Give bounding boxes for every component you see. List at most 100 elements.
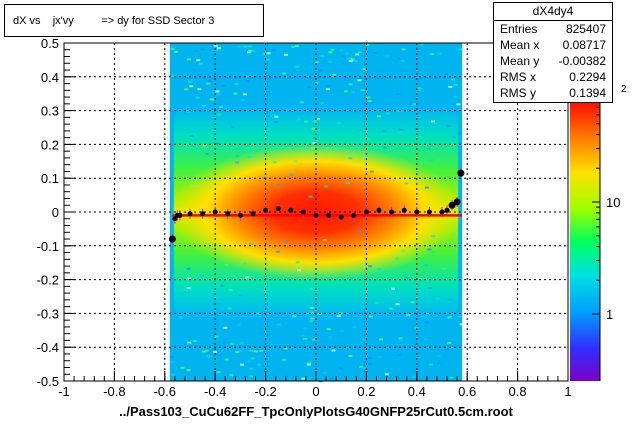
- heatmap-cell: [363, 367, 368, 370]
- heatmap-cell: [394, 257, 399, 260]
- heatmap-cell: [294, 44, 299, 47]
- heatmap-cell: [429, 53, 434, 56]
- heatmap-cell: [398, 128, 403, 131]
- profile-point: [275, 206, 281, 212]
- heatmap-cell: [424, 186, 429, 189]
- heatmap-cell: [398, 337, 403, 340]
- heatmap-cell: [336, 315, 341, 318]
- z-exponent-label: 2: [621, 84, 627, 95]
- x-tick-label: -0.6: [154, 384, 176, 399]
- heatmap-cell: [229, 45, 234, 48]
- heatmap-cell: [412, 375, 417, 378]
- heatmap-cell: [198, 62, 203, 65]
- heatmap-cell: [415, 326, 420, 329]
- heatmap-cell: [217, 75, 222, 78]
- heatmap-cell: [306, 377, 311, 380]
- heatmap-cell: [187, 341, 192, 344]
- profile-point: [414, 209, 420, 215]
- heatmap-cell: [379, 338, 384, 341]
- heatmap-cell: [205, 153, 210, 156]
- heatmap-cell: [197, 73, 202, 76]
- heatmap-cell: [213, 44, 218, 47]
- heatmap-cell: [261, 53, 266, 56]
- heatmap-cell: [249, 364, 254, 367]
- heatmap-cell: [372, 52, 377, 55]
- stats-label: RMS x: [500, 70, 536, 84]
- heatmap-cell: [246, 360, 251, 363]
- heatmap-cell: [265, 58, 270, 61]
- heatmap-cell: [229, 373, 234, 376]
- heatmap-cell: [377, 356, 382, 359]
- heatmap-cell: [377, 268, 382, 271]
- heatmap-cell: [437, 52, 442, 55]
- heatmap-cell: [282, 358, 287, 361]
- color-scale-bar: [570, 103, 600, 381]
- heatmap-cell: [262, 176, 267, 179]
- heatmap-cell: [315, 118, 320, 121]
- heatmap-cell: [391, 65, 396, 68]
- y-tick-label: 0.2: [41, 137, 59, 152]
- heatmap-cell: [389, 307, 394, 310]
- heatmap-cell: [339, 330, 344, 333]
- z-tick-label: 10: [606, 195, 620, 210]
- x-axis-title: ../Pass103_CuCu62FF_TpcOnlyPlotsG40GNFP2…: [119, 404, 513, 419]
- heatmap-cell: [419, 280, 424, 283]
- heatmap-cell: [248, 45, 253, 48]
- heatmap-cell: [220, 284, 225, 287]
- z-tick-label: 1: [606, 307, 613, 322]
- heatmap-cell: [266, 52, 271, 55]
- heatmap-cell: [448, 346, 453, 349]
- heatmap-cell: [423, 264, 428, 267]
- heatmap-cell: [396, 93, 401, 96]
- heatmap-cell: [330, 343, 335, 346]
- heatmap-cell: [395, 303, 400, 306]
- stats-value: 0.2294: [569, 70, 606, 84]
- heatmap-cell: [446, 124, 451, 127]
- heatmap-cell: [283, 347, 288, 350]
- heatmap-cell: [431, 120, 436, 123]
- heatmap-cell: [212, 296, 217, 299]
- heatmap-cell: [325, 88, 330, 91]
- heatmap-cell: [447, 341, 452, 344]
- heatmap-cell: [309, 306, 314, 309]
- heatmap-cell: [435, 89, 440, 92]
- stats-label: Mean y: [500, 54, 540, 68]
- heatmap-cell: [249, 375, 254, 378]
- heatmap-cell: [188, 80, 193, 83]
- axes: -1 -0.8 -0.6 -0.4 -0.2 0 0.2 0.4 0.6 0.8 1 -0.5 -0.4…: [37, 36, 572, 399]
- heatmap-cell: [307, 85, 312, 88]
- heatmap-cell: [353, 60, 358, 63]
- heatmap-cell: [369, 170, 374, 173]
- heatmap-cell: [283, 241, 288, 244]
- heatmap-cell: [319, 69, 324, 72]
- heatmap-cell: [295, 65, 300, 68]
- heatmap-cell: [366, 137, 371, 140]
- heatmap-cell: [312, 338, 317, 341]
- heatmap-cell: [307, 361, 312, 364]
- heatmap-cell: [169, 355, 174, 358]
- heatmap-cell: [250, 357, 255, 360]
- heatmap-cell: [348, 157, 353, 160]
- heatmap-cell: [229, 342, 234, 345]
- heatmap-cell: [275, 250, 280, 253]
- heatmap-cell: [343, 90, 348, 93]
- heatmap-cell: [374, 109, 379, 112]
- profile-point: [225, 211, 231, 217]
- heatmap-cell: [237, 45, 242, 48]
- heatmap-cell: [400, 249, 405, 252]
- heatmap-cell: [206, 354, 211, 357]
- heatmap-cell: [404, 182, 409, 185]
- heatmap-cell: [186, 267, 191, 270]
- heatmap-cell: [364, 281, 369, 284]
- heatmap-cell: [285, 108, 290, 111]
- heatmap-cell: [451, 78, 456, 81]
- heatmap-cell: [436, 354, 441, 357]
- y-tick-label: 0.4: [41, 70, 59, 85]
- heatmap-cell: [384, 55, 389, 58]
- heatmap-cell: [348, 57, 353, 60]
- profile-points: [168, 168, 465, 245]
- heatmap-cell: [295, 261, 300, 264]
- heatmap-cell: [186, 58, 191, 61]
- heatmap-cell: [329, 377, 334, 380]
- heatmap-cell: [348, 59, 353, 62]
